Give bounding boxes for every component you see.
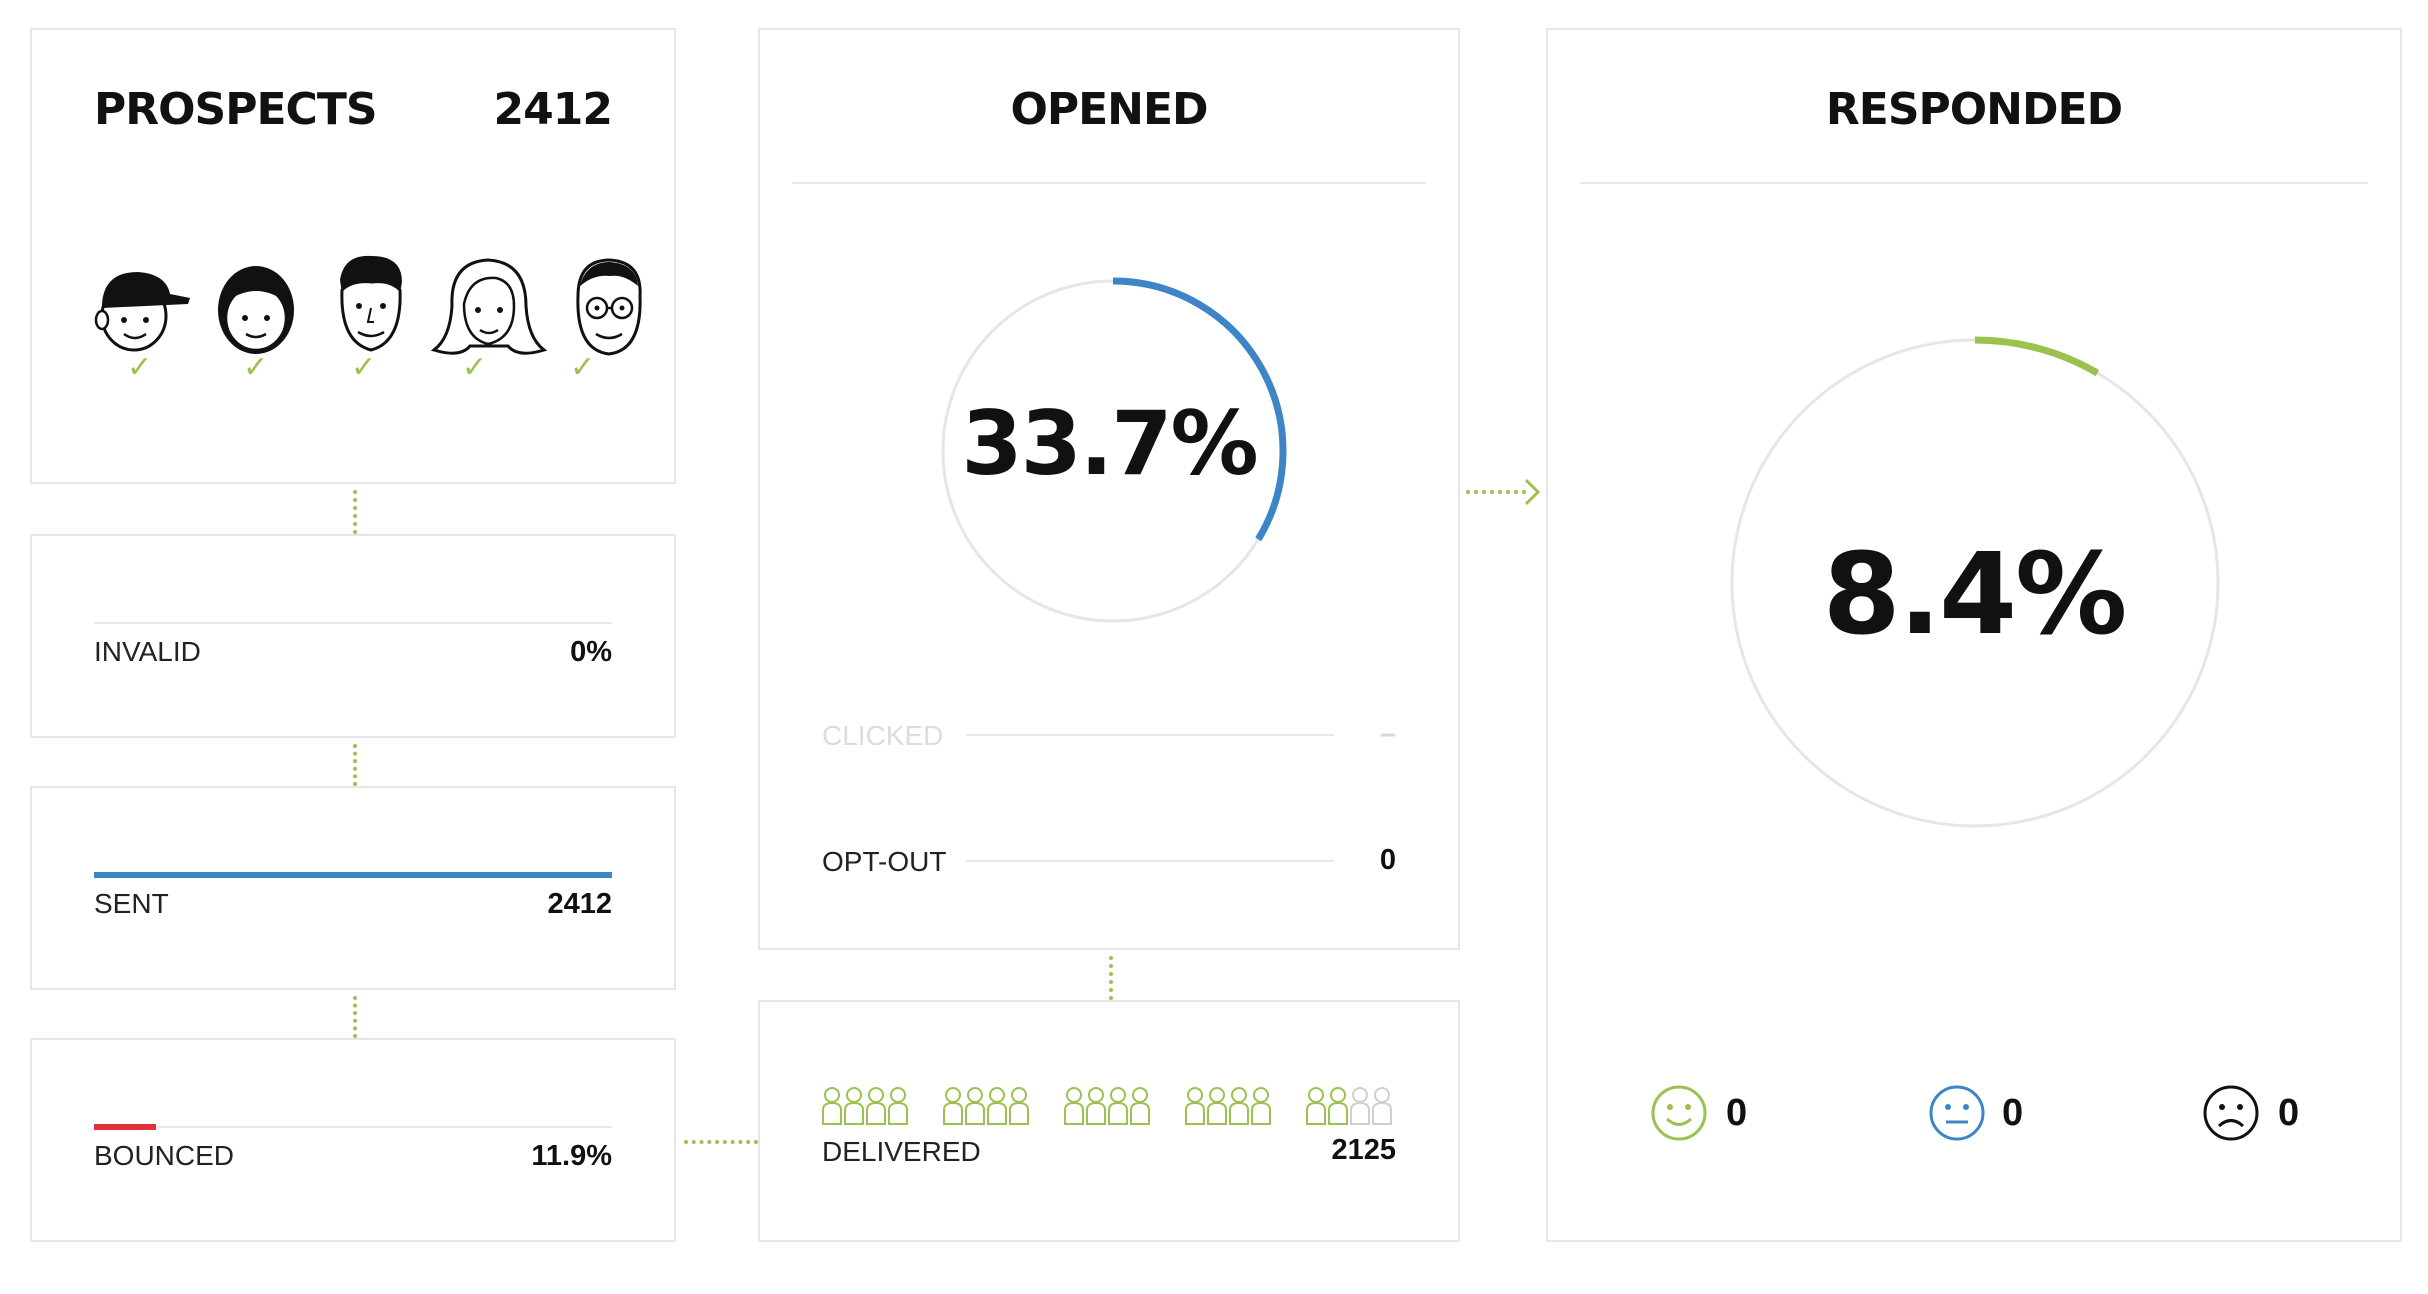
invalid-label: INVALID: [94, 636, 201, 667]
person-icon: [1064, 1087, 1084, 1125]
person-icon: [965, 1087, 985, 1125]
person-icon: [1185, 1087, 1205, 1125]
person-icon: [1086, 1087, 1106, 1125]
connector-sent-bounced: [353, 996, 361, 1038]
responded-progress-arc: [1974, 336, 2100, 377]
person-icon: [1251, 1087, 1271, 1125]
bounced-bar: [94, 1124, 156, 1130]
person-icon: [1229, 1087, 1249, 1125]
person-icon: [1350, 1087, 1370, 1125]
prospects-count: 2412: [493, 84, 613, 135]
person-icon: [1372, 1087, 1392, 1125]
check-icon: ✓: [462, 351, 488, 384]
optout-divider: [966, 860, 1334, 862]
sent-bar: [94, 872, 612, 878]
bounced-track: [94, 1126, 612, 1128]
opened-title: OPENED: [1010, 84, 1208, 135]
man-face-icon: [340, 255, 402, 352]
connector-opened-responded: [1466, 490, 1526, 498]
delivered-people-icons: [822, 1087, 1392, 1125]
sent-value: 2412: [547, 888, 612, 920]
opened-progress-ring: [941, 277, 1287, 623]
person-icon: [1207, 1087, 1227, 1125]
cap-boy-face-icon: [94, 272, 190, 352]
long-hair-woman-face-icon: [430, 258, 548, 355]
bounced-card: BOUNCED 11.9%: [30, 1038, 676, 1242]
neutral-count: 0: [2002, 1092, 2024, 1134]
opened-progress-arc: [1112, 277, 1287, 542]
glasses-man-face-icon: [576, 258, 642, 356]
delivered-value: 2125: [1331, 1134, 1396, 1166]
responded-progress-ring: [1730, 336, 2220, 828]
connector-opened-delivered: [1109, 956, 1117, 1000]
responded-divider: [1580, 182, 2368, 184]
chevron-right-icon: [1524, 478, 1541, 506]
person-icon: [1306, 1087, 1326, 1125]
person-icon: [1108, 1087, 1128, 1125]
connector-prospects-invalid: [353, 490, 361, 534]
prospects-title: PROSPECTS: [94, 84, 378, 135]
delivered-label: DELIVERED: [822, 1136, 981, 1167]
check-icon: ✓: [127, 351, 153, 384]
bounced-label: BOUNCED: [94, 1140, 235, 1171]
optout-value: 0: [1379, 844, 1396, 876]
bounced-value: 11.9%: [531, 1140, 612, 1172]
clicked-value: –: [1379, 718, 1396, 750]
opened-divider: [792, 182, 1426, 184]
check-icon: ✓: [570, 351, 596, 384]
check-icon: ✓: [351, 351, 377, 384]
person-icon: [1130, 1087, 1150, 1125]
connector-invalid-sent: [353, 744, 361, 786]
girl-face-icon: [218, 266, 294, 354]
invalid-value: 0%: [570, 636, 612, 668]
person-icon: [844, 1087, 864, 1125]
optout-label: OPT-OUT: [822, 846, 947, 877]
clicked-label: CLICKED: [822, 720, 944, 751]
smiley-negative-icon: [2203, 1085, 2259, 1141]
responded-title: RESPONDED: [1825, 84, 2123, 135]
check-icon: ✓: [243, 351, 269, 384]
person-icon: [888, 1087, 908, 1125]
clicked-divider: [966, 734, 1334, 736]
prospects-card: PROSPECTS 2412 ✓ ✓ ✓ ✓: [30, 28, 676, 484]
sent-label: SENT: [94, 888, 169, 919]
person-icon: [987, 1087, 1007, 1125]
person-icon: [866, 1087, 886, 1125]
person-icon: [1328, 1087, 1348, 1125]
responded-card: RESPONDED 8.4% 0 0 0: [1546, 28, 2402, 1242]
invalid-card: INVALID 0%: [30, 534, 676, 738]
responded-percent: 8.4%: [1822, 530, 2128, 660]
person-icon: [1009, 1087, 1029, 1125]
positive-count: 0: [1726, 1092, 1748, 1134]
person-icon: [822, 1087, 842, 1125]
person-icon: [943, 1087, 963, 1125]
opened-percent: 33.7%: [961, 392, 1258, 495]
invalid-track: [94, 622, 612, 624]
smiley-positive-icon: [1651, 1085, 1707, 1141]
opened-card: OPENED 33.7% CLICKED – OPT-OUT 0: [758, 28, 1460, 950]
smiley-neutral-icon: [1929, 1085, 1985, 1141]
connector-bounced-delivered: [684, 1140, 758, 1148]
delivered-card: DELIVERED 2125: [758, 1000, 1460, 1242]
negative-count: 0: [2278, 1092, 2300, 1134]
sent-card: SENT 2412: [30, 786, 676, 990]
